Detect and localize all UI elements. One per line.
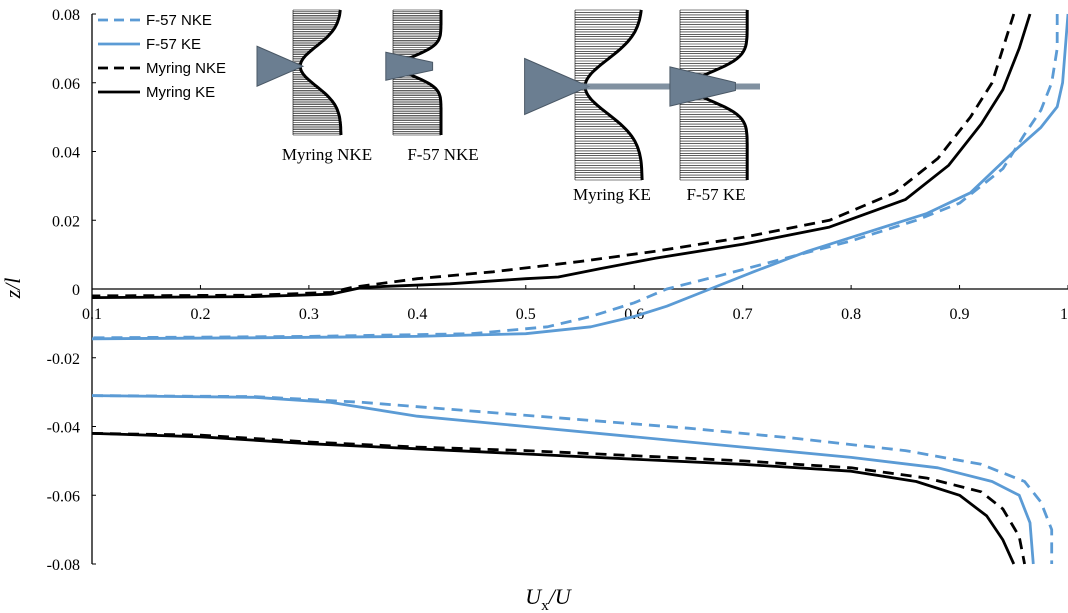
y-tick-label: -0.02 [47,351,80,368]
profile-envelope [583,9,644,181]
series-myring-ke-lower [91,432,1016,565]
x-tick-label: 0.9 [950,306,970,323]
myring-body-shape [256,45,305,88]
series-lines [91,13,1068,565]
legend-label: Myring NKE [146,60,226,77]
series-myring-ke-upper [91,13,1032,299]
f57-body-shape [669,66,736,107]
series-myring-nke-lower [91,432,1026,565]
x-tick-label: 0.2 [190,306,210,323]
x-tick-label: 1 [1060,306,1068,323]
x-tick-label: 0.8 [841,306,861,323]
x-axis-title: Ux/U [525,584,573,613]
series-f-57-ke-lower [91,394,1035,565]
legend-label: Myring KE [146,84,215,101]
y-tick-label: 0.08 [52,7,80,24]
x-tick-label: 0.7 [733,306,753,323]
inset-myring-nke: Myring NKE [256,9,372,164]
series-myring-nke-upper [91,13,1016,298]
inset-label: F-57 NKE [407,145,478,164]
y-tick-label: 0.04 [52,145,80,162]
x-tick-label: 0.1 [82,306,102,323]
x-axis-title-main: U [525,584,543,609]
inset-label: Myring NKE [282,145,372,164]
y-tick-label: -0.08 [47,557,80,574]
myring-body-shape [524,57,591,116]
inset-label: F-57 KE [686,185,745,204]
y-tick-label: 0.02 [52,213,80,230]
series-f-57-ke-upper [91,13,1068,341]
series-f-57-nke-lower [91,394,1054,564]
inset-f-57-ke: F-57 KE [669,9,749,204]
legend-label: F-57 KE [146,36,201,53]
x-axis-title-sub: x [541,598,549,613]
axes: 0.1 0.2 0.3 0.4 0.5 0.6 0.7 0.8 0.9 10.080.060.04… [47,7,1068,574]
x-tick-label: 0.4 [407,306,427,323]
y-tick-label: 0.06 [52,76,80,93]
legend-label: F-57 NKE [146,12,212,29]
legend: F-57 NKE F-57 KE Myring NKE Myring KE [98,12,226,101]
profile-envelope [298,9,343,135]
y-axis-title: z/l [0,278,25,300]
f57-body-shape [385,51,434,81]
support-sting [575,83,760,90]
inset-myring-ke: Myring KE [524,9,760,204]
inset-label: Myring KE [573,185,651,204]
y-tick-label: -0.04 [47,420,80,437]
x-tick-label: 0.3 [299,306,319,323]
velocity-profile-insets: Myring NKE F-57 NKE Myring KE F-57 KE [256,9,760,204]
y-tick-label: 0 [72,282,80,299]
inset-f-57-nke: F-57 NKE [385,9,479,164]
x-axis-title-tail: /U [547,584,573,609]
y-tick-label: -0.06 [47,488,80,505]
x-tick-label: 0.5 [516,306,536,323]
series-f-57-nke-upper [91,14,1059,340]
